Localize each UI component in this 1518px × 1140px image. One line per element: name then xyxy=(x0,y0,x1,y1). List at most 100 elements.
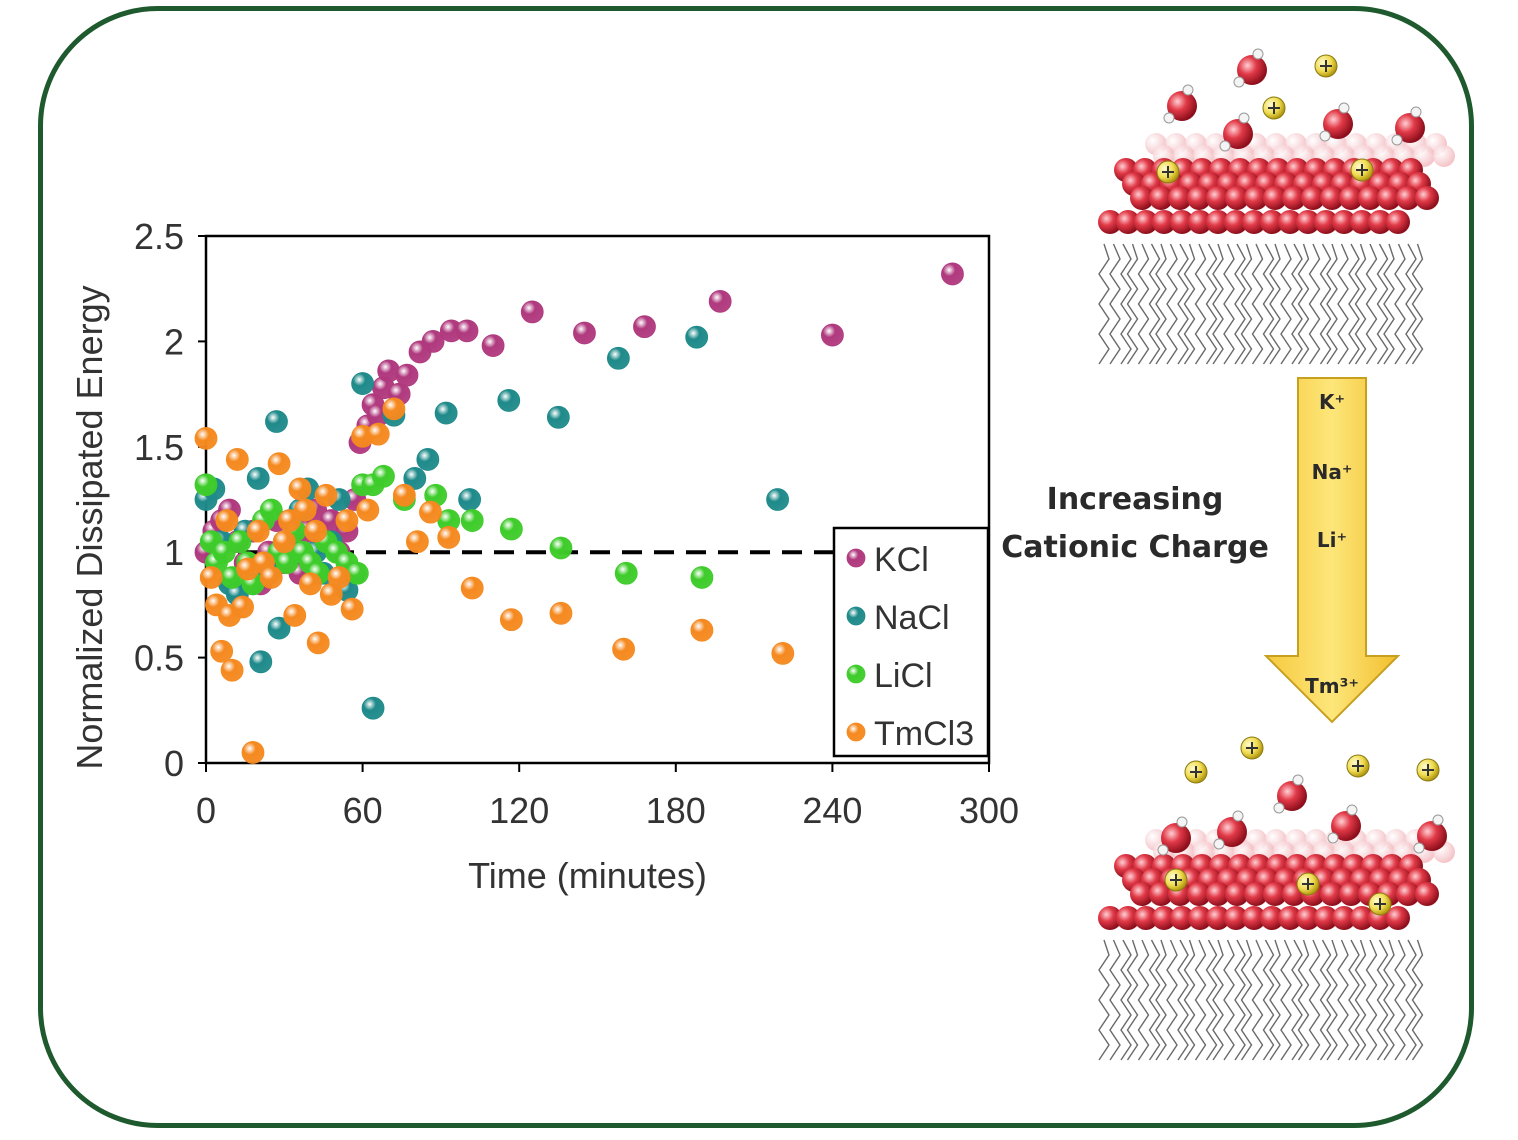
point-KCl xyxy=(941,262,964,286)
water-molecule xyxy=(1327,804,1361,844)
point-LiCl xyxy=(614,561,638,585)
lipid-tail xyxy=(1376,243,1389,365)
lipid-tail xyxy=(1337,939,1349,1061)
cation-plus xyxy=(1184,760,1208,784)
point-TmCl3 xyxy=(690,618,714,642)
point-TmCl3 xyxy=(220,658,244,682)
lipid-tail xyxy=(1205,243,1218,365)
y-axis-label: Normalized Dissipated Energy xyxy=(69,285,110,769)
y-tick-label: 2 xyxy=(164,321,184,362)
point-KCl xyxy=(520,300,544,324)
point-TmCl3 xyxy=(259,566,283,589)
lipid-head xyxy=(1188,210,1212,234)
lipid-tail xyxy=(1183,939,1196,1061)
point-NaCl xyxy=(766,488,789,511)
point-TmCl3 xyxy=(419,500,442,524)
point-LiCl xyxy=(228,530,252,554)
lipid-head xyxy=(1134,906,1158,930)
cation-plus xyxy=(1240,736,1264,760)
ion-label-tm: Tm³⁺ xyxy=(1305,674,1359,698)
legend-label-KCl: KCl xyxy=(874,541,929,579)
legend-marker-KCl xyxy=(846,548,866,568)
lipid-tail xyxy=(1155,243,1167,365)
lipid-tail xyxy=(1411,939,1424,1061)
lipid-tail xyxy=(1348,939,1360,1061)
arrow-title-line1: Increasing xyxy=(1046,482,1224,517)
lipid-tail xyxy=(1405,243,1417,365)
point-NaCl xyxy=(403,467,427,490)
lipid-head xyxy=(1396,186,1420,210)
y-tick-label: 1 xyxy=(164,532,184,573)
point-TmCl3 xyxy=(356,498,380,522)
lipid-head xyxy=(1116,906,1140,930)
rounded-frame xyxy=(38,6,1474,1128)
x-tick-label: 120 xyxy=(489,790,549,831)
point-KCl xyxy=(421,329,445,353)
lipid-head xyxy=(1206,906,1230,930)
lipid-tail xyxy=(1120,243,1132,365)
lipid-tail xyxy=(1251,939,1264,1061)
lipid-head xyxy=(1332,210,1356,234)
lipid-head xyxy=(1152,906,1176,930)
point-TmCl3 xyxy=(298,572,322,596)
lipid-head xyxy=(1206,210,1230,234)
lipid-head xyxy=(1296,210,1320,234)
lipid-head xyxy=(1263,186,1287,210)
lipid-head xyxy=(1433,145,1455,167)
water-molecule xyxy=(1163,84,1197,124)
x-tick-label: 300 xyxy=(959,790,1019,831)
lipid-tail xyxy=(1383,243,1395,365)
lipid-tail xyxy=(1194,243,1207,365)
point-NaCl xyxy=(265,410,288,433)
cation-plus xyxy=(1164,868,1188,892)
water-molecule xyxy=(1157,816,1191,856)
lipid-tail xyxy=(1326,243,1338,365)
lipid-tail xyxy=(1319,243,1332,365)
point-TmCl3 xyxy=(406,530,429,554)
lipid-tail xyxy=(1212,243,1224,365)
lipid-tail xyxy=(1291,939,1303,1061)
y-tick-label: 0 xyxy=(164,743,184,784)
cation-plus xyxy=(1296,872,1320,896)
lipid-bilayer-bottom xyxy=(1098,829,1455,1061)
point-TmCl3 xyxy=(549,601,573,625)
lipid-head xyxy=(1149,882,1173,906)
series-TmCl3 xyxy=(194,397,795,764)
point-NaCl xyxy=(606,346,630,370)
lipid-tail xyxy=(1348,243,1360,365)
y-tick-label: 2.5 xyxy=(134,216,184,257)
legend-label-TmCl3: TmCl3 xyxy=(874,715,974,753)
lipid-head xyxy=(1098,210,1122,234)
point-TmCl3 xyxy=(335,509,359,532)
point-KCl xyxy=(821,323,844,347)
lipid-head xyxy=(1314,210,1338,234)
lipid-tail xyxy=(1212,939,1224,1061)
lipid-tail xyxy=(1098,939,1110,1061)
lipid-head xyxy=(1358,186,1382,210)
lipid-tail xyxy=(1098,243,1110,365)
point-TmCl3 xyxy=(267,452,291,476)
lipid-head xyxy=(1170,906,1194,930)
point-TmCl3 xyxy=(327,566,351,589)
lipid-head xyxy=(1386,906,1410,930)
ion-label-li: Li⁺ xyxy=(1316,528,1348,552)
lipid-tail xyxy=(1319,939,1332,1061)
lipid-tail xyxy=(1269,243,1281,365)
water-molecule xyxy=(1391,106,1425,146)
lipid-tail xyxy=(1177,939,1189,1061)
lipid-head xyxy=(1152,210,1176,234)
point-KCl xyxy=(481,334,505,358)
lipid-head xyxy=(1350,210,1374,234)
lipid-tail xyxy=(1326,939,1338,1061)
lipid-tail xyxy=(1297,243,1310,365)
lipid-tail xyxy=(1280,939,1292,1061)
point-TmCl3 xyxy=(210,639,234,663)
lipid-head xyxy=(1320,186,1344,210)
point-NaCl xyxy=(249,650,273,674)
lipid-head xyxy=(1168,186,1192,210)
lipid-head xyxy=(1339,882,1363,906)
lipid-tail xyxy=(1251,243,1264,365)
point-LiCl xyxy=(372,464,395,488)
point-TmCl3 xyxy=(199,566,223,589)
